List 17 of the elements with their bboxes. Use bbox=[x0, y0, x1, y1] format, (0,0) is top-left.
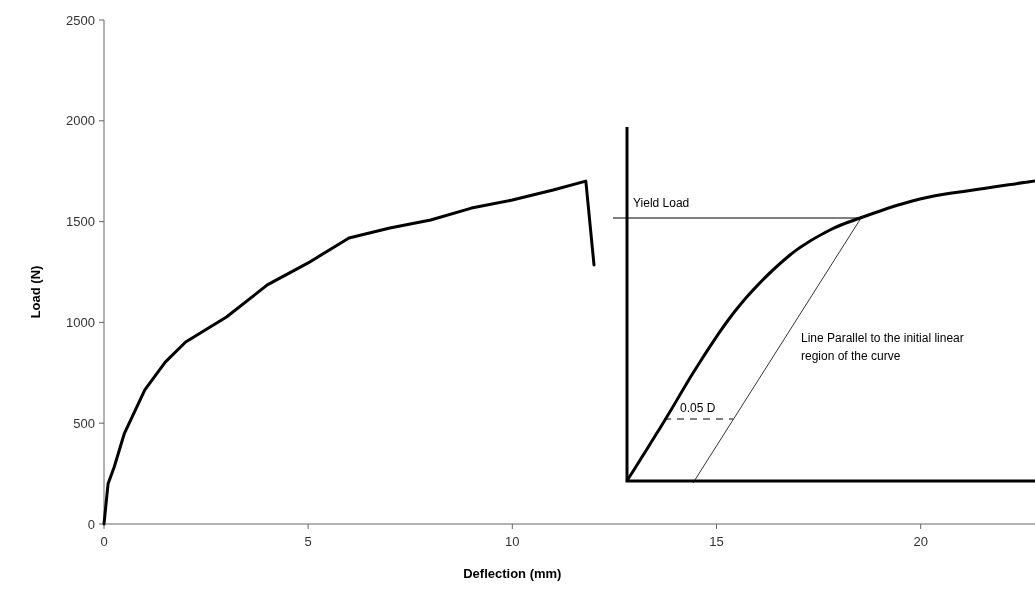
annotation: Yield Load bbox=[633, 196, 690, 210]
line-series bbox=[102, 179, 596, 526]
x-tick-label: 20 bbox=[913, 534, 928, 549]
annotation: 0.05 D bbox=[680, 401, 716, 415]
y-tick-label: 2000 bbox=[66, 113, 95, 129]
x-tick-label: 5 bbox=[304, 534, 312, 549]
y-tick-label: 0 bbox=[87, 516, 95, 532]
x-axis-title: Deflection (mm) bbox=[463, 566, 562, 581]
y-axis-title: Load (N) bbox=[28, 265, 43, 319]
x-tick-label: 15 bbox=[709, 534, 724, 549]
annotation: Line Parallel to the initial linear region of the curve bbox=[801, 331, 964, 363]
y-tick-label: 2500 bbox=[66, 12, 95, 28]
y-tick-label: 1500 bbox=[66, 214, 95, 230]
x-tick-label: 0 bbox=[100, 534, 108, 549]
x-tick-label: 10 bbox=[505, 534, 520, 549]
y-tick-label: 500 bbox=[73, 415, 95, 431]
y-tick-label: 1000 bbox=[66, 314, 95, 330]
